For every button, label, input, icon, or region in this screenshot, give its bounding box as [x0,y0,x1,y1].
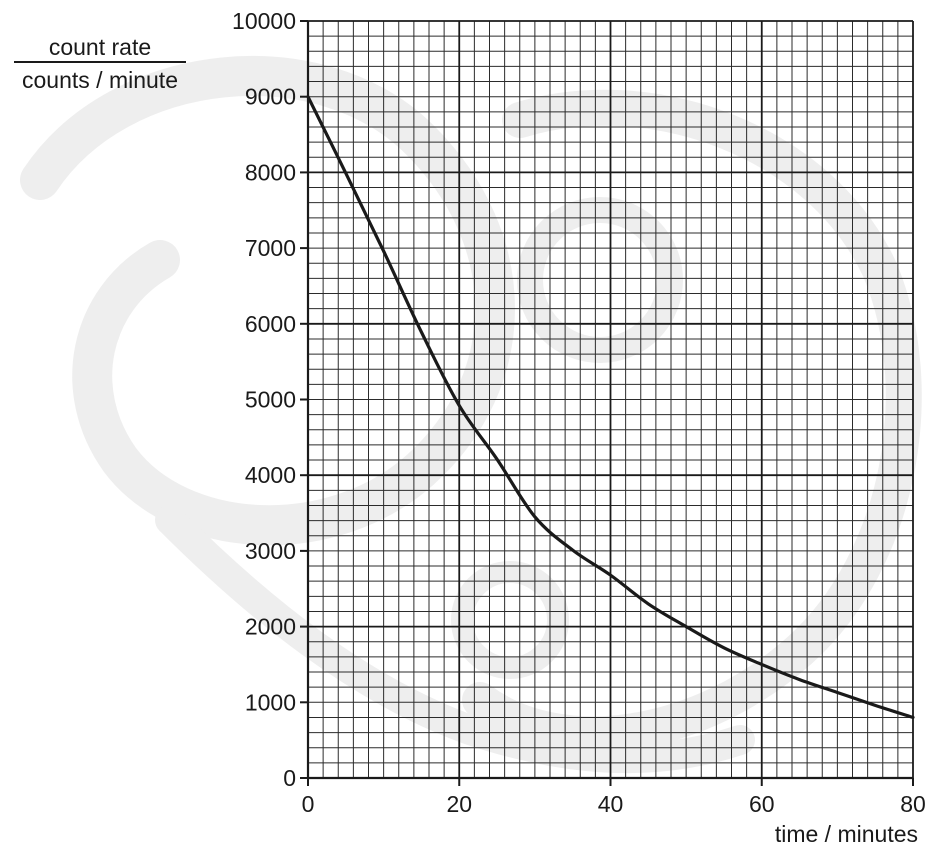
y-axis-label-numerator: count rate [49,34,151,60]
y-tick-label: 5000 [245,387,296,413]
y-tick-label: 4000 [245,462,296,488]
x-tick-label: 40 [598,791,624,817]
y-axis-label-denominator: counts / minute [22,67,178,93]
x-tick-label: 20 [446,791,472,817]
y-tick-label: 6000 [245,311,296,337]
tick-labels: 0 1000 2000 3000 4000 5000 6000 7000 8000 9000 100… [232,8,926,817]
x-tick-label: 80 [900,791,926,817]
y-tick-label: 3000 [245,538,296,564]
y-tick-label: 1000 [245,689,296,715]
y-tick-label: 2000 [245,614,296,640]
y-tick-label: 7000 [245,235,296,261]
x-tick-label: 0 [302,791,315,817]
watermark [40,76,904,758]
y-tick-label: 9000 [245,84,296,110]
x-tick-label: 60 [749,791,775,817]
y-tick-label: 0 [283,765,296,791]
y-tick-label: 8000 [245,159,296,185]
x-axis-label: time / minutes [775,821,918,847]
y-tick-label: 10000 [232,8,296,34]
